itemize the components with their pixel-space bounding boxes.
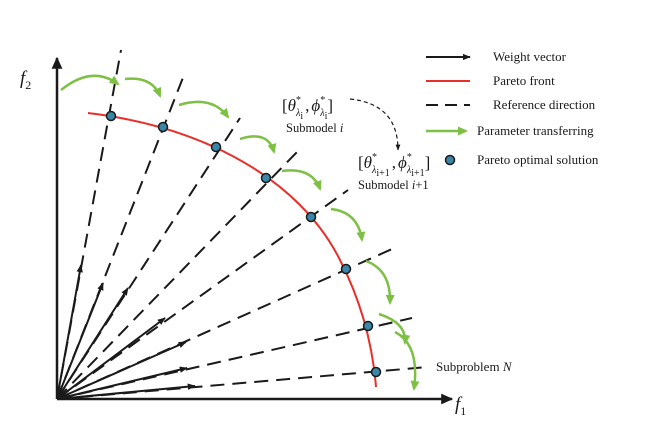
y-axis-label: f2 [20, 68, 31, 92]
parameter-transfer-arrows [60, 74, 420, 391]
weight-vector [56, 264, 83, 400]
weight-vector [56, 282, 104, 400]
parameter-transfer-arrow [365, 259, 395, 305]
legend-weight-vector: Weight vector [493, 49, 567, 64]
pareto-optimal-solution [340, 263, 352, 275]
legend-parameter-transferring: Parameter transferring [477, 123, 594, 138]
submodel-i-plus-1-caption: Submodel i+1 [358, 178, 429, 192]
parameter-transfer-arrow [124, 77, 162, 98]
weight-vector [56, 287, 129, 400]
submodel-i-plus-1-params: [θ* λi+1, ϕ* λi+1] [358, 152, 430, 179]
reference-directions [56, 49, 429, 400]
legend-pareto-optimal-solution: Pareto optimal solution [477, 152, 599, 167]
pareto-optimal-solution [362, 320, 374, 332]
x-axis-label: f1 [455, 394, 466, 418]
submodel-i-params: [θ* λi, ϕ* λi] [282, 95, 333, 122]
reference-direction [56, 366, 429, 400]
weight-vector [56, 383, 196, 400]
pareto-optimal-solution [260, 172, 272, 184]
parameter-transfer-arrow [60, 74, 120, 91]
submodel-transfer-connector [349, 98, 401, 151]
pareto-solutions [105, 110, 382, 378]
parameter-transfer-arrow [178, 100, 230, 119]
pareto-front-curve [87, 112, 377, 388]
blue-dot-icon [444, 154, 456, 166]
pareto-optimal-solution [105, 110, 117, 122]
reference-direction [56, 151, 298, 400]
reference-direction [56, 317, 413, 400]
parameter-transfer-arrow [378, 312, 411, 345]
reference-direction [56, 49, 122, 400]
pareto-optimal-solution [370, 366, 382, 378]
pareto-optimal-solution [210, 141, 222, 153]
reference-direction [56, 189, 349, 400]
weight-vector [56, 317, 166, 400]
parameter-transfer-arrow [394, 330, 420, 391]
axes [51, 56, 454, 405]
weight-vector [56, 366, 188, 400]
legend: Weight vector Pareto front Reference dir… [426, 49, 599, 167]
subproblem-n-label: Subproblem N [436, 359, 513, 374]
parameter-transfer-arrow [330, 207, 366, 242]
parameter-transfer-arrow [281, 169, 322, 191]
reference-direction [56, 248, 393, 400]
weight-vectors [56, 264, 196, 400]
pareto-optimal-solution [305, 211, 317, 223]
submodel-i-caption: Submodel i [286, 121, 344, 135]
parameter-transfer-arrow [239, 135, 277, 154]
legend-reference-direction: Reference direction [493, 97, 596, 112]
weight-vector [56, 341, 187, 400]
legend-pareto-front: Pareto front [493, 73, 555, 88]
pareto-optimal-solution [157, 121, 169, 133]
